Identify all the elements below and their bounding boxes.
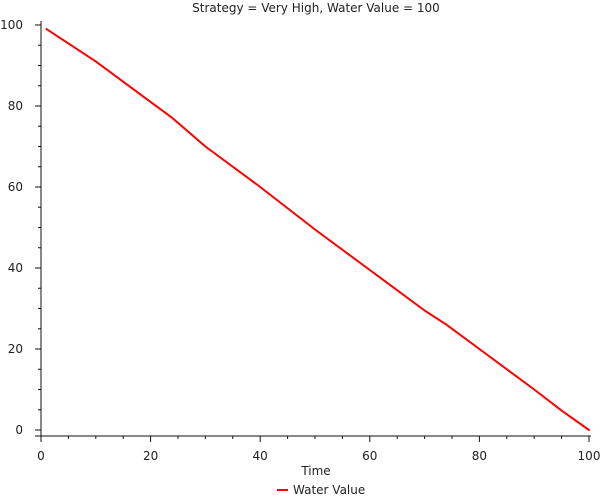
y-tick-label: 100 <box>0 18 23 32</box>
x-tick-label: 60 <box>362 449 377 463</box>
axes: 0 20 40 60 80 100 0 20 40 60 80 100 <box>0 18 600 463</box>
x-tick-label: 40 <box>253 449 268 463</box>
y-tick-label: 20 <box>8 342 23 356</box>
x-tick-label: 80 <box>472 449 487 463</box>
y-tick-label: 40 <box>8 261 23 275</box>
y-tick-label: 80 <box>8 99 23 113</box>
x-tick-label: 20 <box>143 449 158 463</box>
series-layer <box>45 28 590 431</box>
legend-label-water-value: Water Value <box>293 483 365 497</box>
legend: Water Value <box>277 483 365 497</box>
y-tick-label: 0 <box>15 423 23 437</box>
chart-title: Strategy = Very High, Water Value = 100 <box>192 1 440 15</box>
series-line-water-value <box>45 28 590 431</box>
y-tick-label: 60 <box>8 180 23 194</box>
x-tick-label: 100 <box>578 449 600 463</box>
x-axis-label: Time <box>300 464 330 478</box>
x-tick-label: 0 <box>37 449 45 463</box>
